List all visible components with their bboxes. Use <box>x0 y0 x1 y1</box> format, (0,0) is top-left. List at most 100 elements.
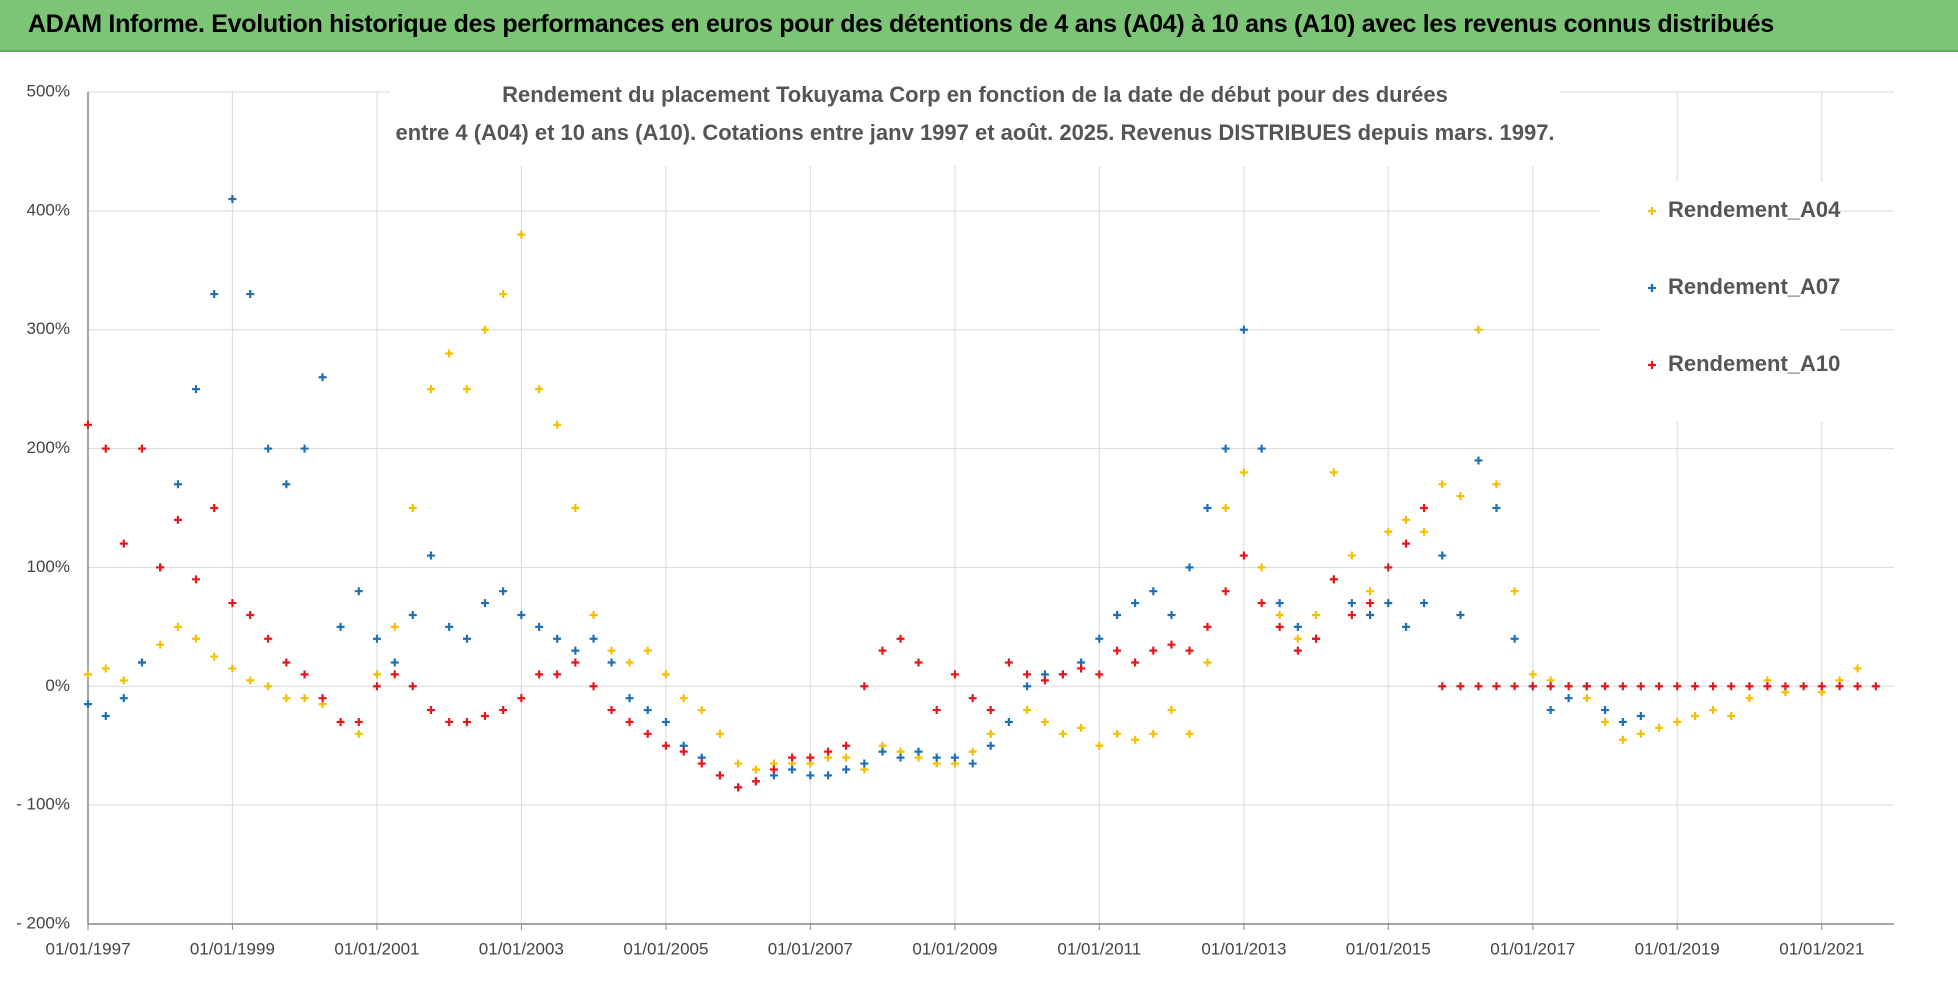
data-point <box>1113 729 1122 738</box>
data-point <box>806 753 815 762</box>
data-point <box>986 729 995 738</box>
data-point <box>1781 682 1790 691</box>
data-point <box>173 515 182 524</box>
data-point <box>842 753 851 762</box>
data-point <box>408 682 417 691</box>
data-point <box>643 706 652 715</box>
data-point <box>751 765 760 774</box>
data-point <box>1853 682 1862 691</box>
y-tick-label: 200% <box>27 438 70 457</box>
data-point <box>137 444 146 453</box>
data-point <box>1023 682 1032 691</box>
data-point <box>1799 682 1808 691</box>
data-point <box>1312 610 1321 619</box>
x-tick-label: 01/01/2013 <box>1201 939 1286 958</box>
data-point <box>1004 658 1013 667</box>
data-point <box>1095 670 1104 679</box>
data-point <box>1618 682 1627 691</box>
data-point <box>589 682 598 691</box>
data-point <box>264 682 273 691</box>
data-point <box>282 694 291 703</box>
data-point <box>1456 610 1465 619</box>
data-point <box>553 634 562 643</box>
data-point <box>1817 682 1826 691</box>
data-point <box>1203 622 1212 631</box>
data-point <box>119 676 128 685</box>
data-point <box>769 765 778 774</box>
data-point <box>1456 492 1465 501</box>
x-tick-label: 01/01/2017 <box>1490 939 1575 958</box>
data-point <box>445 717 454 726</box>
data-point <box>480 712 489 720</box>
data-point <box>1709 706 1718 715</box>
banner-title: ADAM Informe. Evolution historique des p… <box>28 10 1774 38</box>
data-point <box>1601 717 1610 726</box>
legend-label: Rendement_A04 <box>1668 197 1841 222</box>
data-point <box>1203 504 1212 512</box>
x-tick-label: 01/01/2005 <box>623 939 708 958</box>
data-point <box>1004 717 1013 726</box>
data-point <box>1474 456 1483 465</box>
data-point <box>1745 682 1754 691</box>
data-point <box>1835 682 1844 691</box>
data-point <box>697 706 706 715</box>
data-point <box>553 670 562 679</box>
data-point <box>1636 729 1645 738</box>
legend-background <box>1600 182 1840 422</box>
data-point <box>1366 599 1375 608</box>
data-point <box>1058 670 1067 679</box>
data-point <box>1185 729 1194 738</box>
y-tick-label: 300% <box>27 319 70 338</box>
data-point <box>1510 634 1519 643</box>
data-point <box>1113 610 1122 619</box>
data-point <box>1745 694 1754 703</box>
data-point <box>751 777 760 786</box>
data-point <box>1221 587 1230 596</box>
data-point <box>119 694 128 703</box>
data-point <box>372 670 381 679</box>
data-point <box>1853 664 1862 673</box>
data-point <box>1366 610 1375 619</box>
legend-marker <box>1648 284 1656 292</box>
data-point <box>1528 670 1537 679</box>
data-point <box>950 753 959 762</box>
data-point <box>246 290 255 299</box>
data-point <box>1077 723 1086 732</box>
x-tick-label: 01/01/1997 <box>45 939 130 958</box>
data-point <box>1601 706 1610 715</box>
data-point <box>1420 527 1429 536</box>
data-point <box>84 670 92 679</box>
data-point <box>1474 325 1483 334</box>
data-point <box>480 599 489 608</box>
data-point <box>788 765 797 774</box>
banner: ADAM Informe. Evolution historique des p… <box>0 0 1958 52</box>
data-point <box>1402 539 1411 548</box>
x-tick-label: 01/01/2001 <box>334 939 419 958</box>
data-point <box>715 729 724 738</box>
data-point <box>1384 527 1393 536</box>
data-point <box>318 373 327 382</box>
y-tick-label: 0% <box>45 676 70 695</box>
data-point <box>1023 670 1032 679</box>
data-point <box>661 670 670 679</box>
data-point <box>1329 575 1338 584</box>
data-point <box>860 682 869 691</box>
data-point <box>625 658 634 667</box>
legend-marker <box>1648 207 1656 215</box>
data-point <box>390 658 399 667</box>
data-point <box>390 670 399 679</box>
data-point <box>1347 610 1356 619</box>
data-point <box>282 658 291 667</box>
data-point <box>607 658 616 667</box>
data-point <box>390 622 399 631</box>
data-point <box>173 622 182 631</box>
data-point <box>173 480 182 489</box>
data-point <box>1582 682 1591 691</box>
data-point <box>1275 622 1284 631</box>
data-point <box>1438 480 1447 489</box>
data-point <box>318 694 327 703</box>
data-point <box>932 753 941 762</box>
data-point <box>842 741 851 750</box>
data-point <box>156 563 165 572</box>
data-point <box>1871 682 1880 691</box>
